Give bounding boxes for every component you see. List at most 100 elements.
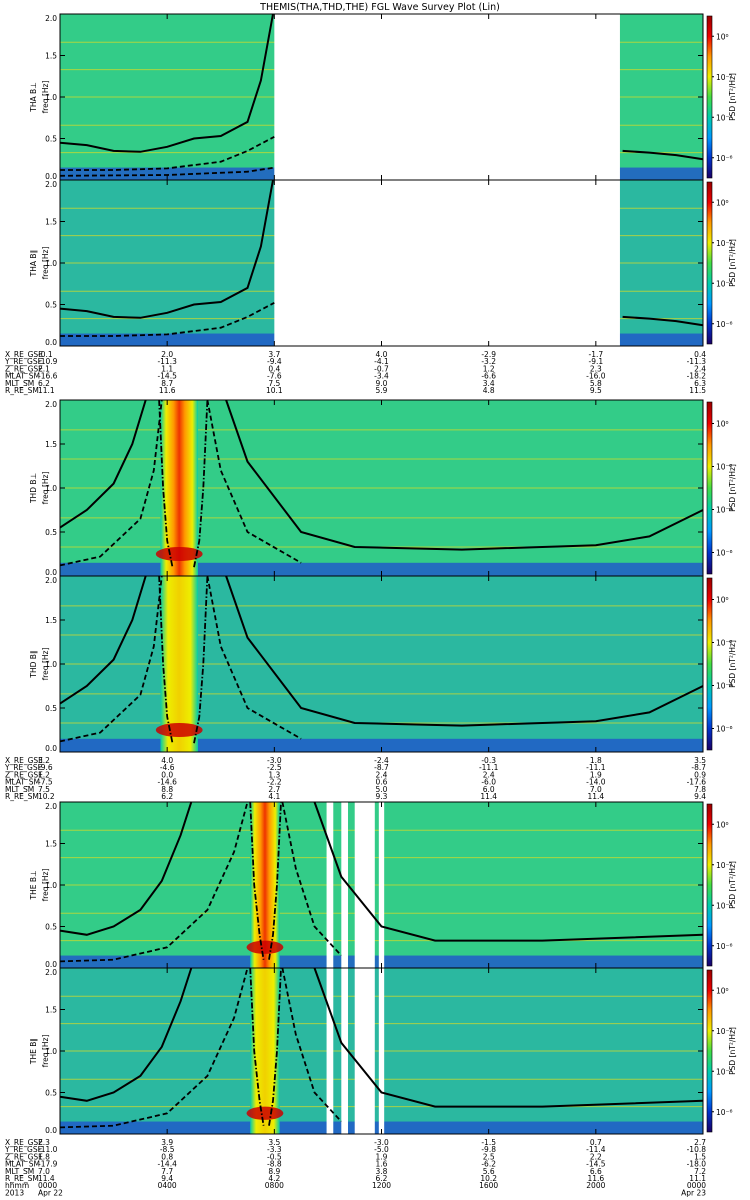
ephemeris-value: 11.6 bbox=[587, 1174, 604, 1183]
ephemeris-value: 5.8 bbox=[590, 379, 602, 388]
ephemeris-value: -0.7 bbox=[374, 364, 389, 373]
ephemeris-row-label: MLAT_SM bbox=[5, 372, 40, 381]
ephemeris-value: 9.4 bbox=[161, 1174, 173, 1183]
ephemeris-value: 8.8 bbox=[161, 785, 173, 794]
ephemeris-value: 11.1 bbox=[689, 1174, 706, 1183]
ephemeris-row-label: MLT_SM bbox=[5, 379, 34, 388]
hot-band bbox=[250, 968, 280, 1134]
ephemeris-value: 11.4 bbox=[587, 792, 604, 801]
dashed-curve bbox=[60, 136, 275, 171]
y-tick-label: 0.5 bbox=[45, 135, 57, 144]
ephemeris-value: -3.0 bbox=[374, 1138, 389, 1147]
ephemeris-value: 3.5 bbox=[694, 756, 706, 765]
ephemeris-value: 3.5 bbox=[268, 1138, 280, 1147]
y-tick-label: 2.0 bbox=[45, 968, 57, 977]
ephemeris-value: 0400 bbox=[158, 1181, 177, 1190]
ephemeris-row-label: R_RE_SM bbox=[5, 1174, 39, 1183]
ephemeris-value: 10.1 bbox=[266, 386, 283, 395]
ephemeris-value: 6.2 bbox=[38, 379, 50, 388]
ephemeris-value: 4.8 bbox=[483, 386, 495, 395]
data-gap bbox=[378, 968, 385, 1134]
ephemeris-row-label: MLAT_SM bbox=[5, 1160, 40, 1169]
dashed-curve bbox=[206, 399, 302, 564]
ephemeris-value: -14.4 bbox=[157, 1160, 177, 1169]
ephemeris-value: 6.3 bbox=[694, 379, 706, 388]
ephemeris-value: -11.0 bbox=[38, 1145, 58, 1154]
spectrogram-panel: 0.0 0.5 1.0 1.5 2.0 THA B⊥ freq [Hz] 10⁰ 10⁻² 10⁻… bbox=[29, 13, 737, 181]
dashed-curve bbox=[281, 801, 342, 957]
panel-probe-label: THD B⊥ bbox=[29, 473, 38, 504]
ephemeris-value: 11.5 bbox=[689, 386, 706, 395]
y-tick-label: 0.0 bbox=[45, 172, 57, 181]
colorbar-label: PSD [nT²/Hz] bbox=[728, 73, 737, 121]
y-axis-label: freq [Hz] bbox=[41, 1035, 50, 1068]
solid-curve bbox=[313, 801, 704, 942]
colorbar-tick-label: 10⁻⁴ bbox=[716, 682, 733, 691]
ephemeris-value: 2.7 bbox=[268, 785, 280, 794]
dashed-curve bbox=[59, 575, 163, 743]
y-tick-label: 1.0 bbox=[45, 259, 57, 268]
ephemeris-value: -17.6 bbox=[687, 778, 707, 787]
spectrogram-panel: 0.0 0.5 1.0 1.5 2.0 THE B∥ freq [Hz] 10⁰ 10⁻² 10⁻… bbox=[29, 967, 737, 1135]
intense-emission bbox=[246, 940, 284, 954]
ephemeris-row-label: Y_RE_GSE bbox=[4, 1145, 43, 1154]
y-tick-label: 1.0 bbox=[45, 484, 57, 493]
dashdot-curve bbox=[193, 399, 209, 568]
colorbar-tick-label: 10⁻⁶ bbox=[716, 320, 733, 329]
figure-title: THEMIS(THA,THD,THE) FGL Wave Survey Plot… bbox=[259, 2, 500, 13]
intense-emission bbox=[155, 546, 203, 562]
y-tick-label: 2.0 bbox=[45, 400, 57, 409]
colorbar-label: PSD [nT²/Hz] bbox=[728, 1027, 737, 1075]
ephemeris-value: 8.7 bbox=[161, 379, 173, 388]
y-tick-label: 0.0 bbox=[45, 960, 57, 969]
ephemeris-value: 4.0 bbox=[161, 756, 173, 765]
colorbar-tick-label: 10⁻⁶ bbox=[716, 1108, 733, 1117]
y-tick-label: 1.5 bbox=[45, 840, 57, 849]
ephemeris-value: -2.9 bbox=[481, 350, 496, 359]
ephemeris-value: -1.7 bbox=[589, 350, 604, 359]
dashdot-curve bbox=[193, 575, 209, 744]
low-frequency-band bbox=[60, 738, 703, 752]
ephemeris-value: 3.8 bbox=[376, 1167, 388, 1176]
ephemeris-value: 2.1 bbox=[38, 364, 50, 373]
ephemeris-value: -6.6 bbox=[481, 372, 496, 381]
ephemeris-value: 11.6 bbox=[159, 386, 176, 395]
ephemeris-value: 4.0 bbox=[376, 350, 388, 359]
ephemeris-value: 2000 bbox=[586, 1181, 605, 1190]
ephemeris-value: 3.2 bbox=[38, 756, 50, 765]
ephemeris-value: -9.4 bbox=[267, 357, 282, 366]
colorbar-label: PSD [nT²/Hz] bbox=[728, 464, 737, 512]
ephemeris-value: 1.5 bbox=[694, 1152, 706, 1161]
intense-emission bbox=[246, 1106, 284, 1120]
dashdot-curve bbox=[249, 967, 265, 1126]
ephemeris-value: 0000 bbox=[38, 1181, 57, 1190]
dashed-curve bbox=[281, 967, 342, 1123]
colorbar-tick-label: 10⁻⁶ bbox=[716, 725, 733, 734]
solid-curve bbox=[225, 399, 704, 551]
colorbar-tick-label: 10⁻² bbox=[716, 861, 733, 870]
spectrogram-panel: 0.0 0.5 1.0 1.5 2.0 THA B∥ freq [Hz] 10⁰ 10⁻² 10⁻… bbox=[29, 179, 737, 347]
colorbar-tick-label: 10⁻⁴ bbox=[716, 279, 733, 288]
y-tick-label: 1.5 bbox=[45, 52, 57, 61]
ephemeris-value: 6.2 bbox=[161, 792, 173, 801]
data-gap bbox=[274, 180, 620, 346]
colorbar bbox=[706, 577, 713, 751]
ephemeris-row-label: Z_RE_GSE bbox=[5, 770, 43, 779]
ephemeris-value: -6.2 bbox=[481, 1160, 496, 1169]
ephemeris-value: -11.1 bbox=[479, 763, 499, 772]
ephemeris-value: 9.3 bbox=[376, 792, 388, 801]
ephemeris-value: 7.2 bbox=[694, 1167, 706, 1176]
ephemeris-value: 1.9 bbox=[590, 770, 602, 779]
dashed-curve bbox=[59, 166, 275, 177]
colorbar-tick-label: 10⁻⁶ bbox=[716, 942, 733, 951]
y-tick-label: 1.5 bbox=[45, 616, 57, 625]
colorbar-tick-label: 10⁻⁴ bbox=[716, 1067, 733, 1076]
ephemeris-row-label: Z_RE_GSE bbox=[5, 364, 43, 373]
ephemeris-row-label: 2013 bbox=[5, 1188, 24, 1197]
ephemeris-row-label: MLAT_SM bbox=[5, 778, 40, 787]
ephemeris-table: X_RE_GSEY_RE_GSEZ_RE_GSEMLAT_SMMLT_SMR_R… bbox=[4, 756, 706, 801]
solid-curve bbox=[59, 399, 147, 529]
ephemeris-value: -2.5 bbox=[267, 763, 282, 772]
y-tick-label: 1.5 bbox=[45, 440, 57, 449]
